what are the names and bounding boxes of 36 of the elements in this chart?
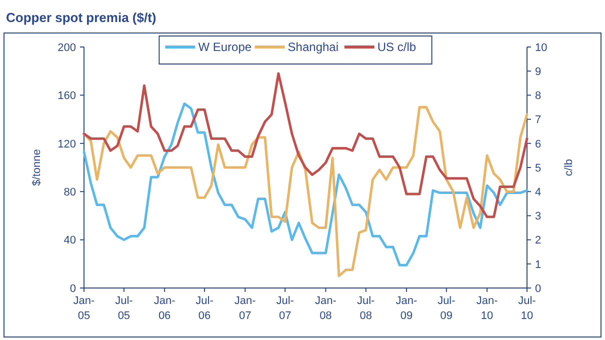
y2-tick-label: 3	[535, 210, 542, 223]
x-tick-label: Jul-06	[196, 295, 214, 322]
y2-axis-title: c/lb	[563, 158, 575, 176]
x-tick-label: Jul-05	[115, 295, 134, 322]
x-tick-label: Jan-06	[154, 295, 176, 322]
y-tick-label: 120	[58, 138, 76, 150]
x-tick-label: Jul-08	[357, 295, 376, 322]
y-tick-label: 40	[64, 234, 76, 247]
y-tick-label: 0	[70, 282, 76, 295]
x-tick-label: Jul-09	[438, 295, 456, 322]
legend-label: Shanghai	[288, 40, 339, 54]
y2-tick-label: 0	[535, 282, 542, 295]
x-tick-label: Jul-10	[518, 295, 536, 322]
y-tick-label: 200	[58, 42, 76, 54]
y2-tick-label: 9	[535, 66, 542, 78]
y2-tick-label: 2	[535, 234, 542, 247]
y2-tick-label: 7	[535, 114, 542, 126]
legend-label: US c/lb	[377, 40, 416, 54]
y2-tick-label: 4	[535, 186, 542, 198]
x-tick-label: Jul-07	[276, 295, 294, 322]
x-tick-label: Jan-07	[234, 295, 256, 322]
x-tick-label: Jan-10	[476, 295, 498, 322]
y2-tick-label: 5	[535, 162, 542, 174]
y-tick-label: 160	[58, 90, 76, 102]
y2-tick-label: 6	[535, 138, 542, 150]
legend-label: W Europe	[198, 40, 252, 54]
x-tick-label: Jan-05	[73, 295, 96, 322]
y2-tick-label: 10	[535, 42, 548, 54]
y2-tick-label: 8	[535, 90, 542, 102]
x-tick-label: Jan-09	[396, 295, 418, 322]
y-tick-label: 80	[64, 186, 76, 198]
chart-title: Copper spot premia ($/t)	[6, 10, 156, 25]
line-series	[82, 72, 528, 218]
x-tick-label: Jan-08	[314, 295, 337, 322]
y-axis-title: $/tonne	[31, 149, 43, 186]
y2-tick-label: 1	[535, 258, 542, 271]
